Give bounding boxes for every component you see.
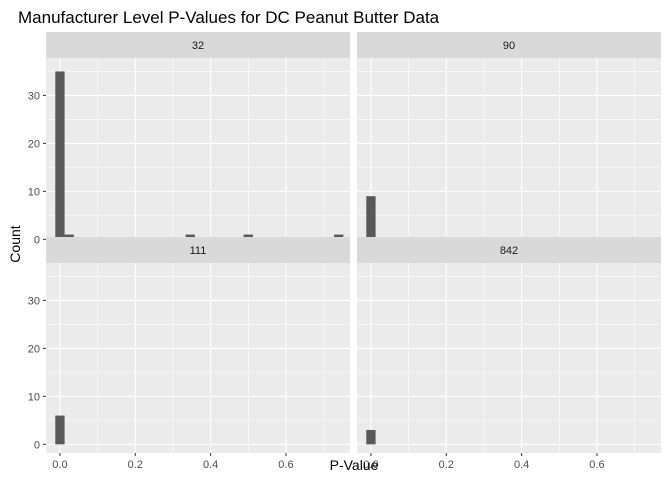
x-tick-label: 0.0 [52,459,67,471]
facet-strip [46,32,350,58]
panel-background [46,58,350,248]
facet-panel-111: 111 0 10 20 30 0.0 0.2 0.4 0.6 [28,237,350,471]
facet-panel-90: 90 [357,32,661,248]
panel-background [46,263,350,453]
facet-strip-label: 32 [192,40,204,52]
x-tick-label: 0.4 [203,459,218,471]
y-tick-label: 0 [34,439,40,451]
histogram-bar [64,234,74,240]
x-tick-label: 0.0 [363,459,378,471]
panel-background [357,263,661,453]
facet-strip-label: 90 [503,40,515,52]
histogram-bar [334,234,344,240]
y-tick-label: 10 [28,186,40,198]
facet-strip [357,32,661,58]
y-axis-title: Count [7,225,23,262]
y-tick-label: 30 [28,90,40,102]
facet-strip [46,237,350,263]
facet-strip [357,237,661,263]
y-tick-label: 0 [34,234,40,246]
facet-panels: 32 0 10 20 30 90 111 0 10 20 30 0.0 0.2 0.4 0.6 842 0.0 0… [28,32,661,471]
x-tick-label: 0.4 [514,459,529,471]
x-tick-label: 0.2 [439,459,454,471]
x-tick-label: 0.6 [278,459,293,471]
histogram-bar [366,196,376,240]
histogram-bar [55,415,65,445]
x-tick-label: 0.2 [128,459,143,471]
facet-panel-842: 842 0.0 0.2 0.4 0.6 [357,237,661,471]
x-axis-title: P-Value [330,457,379,473]
y-tick-label: 20 [28,138,40,150]
histogram-bar [185,234,195,240]
facet-panel-32: 32 0 10 20 30 [28,32,350,248]
y-tick-label: 10 [28,391,40,403]
histogram-bar [366,429,376,445]
histogram-bar [243,234,253,240]
panel-background [357,58,661,248]
y-tick-label: 30 [28,295,40,307]
facet-strip-label: 111 [190,245,207,257]
facet-strip-label: 842 [500,245,518,257]
x-tick-label: 0.6 [589,459,604,471]
y-tick-label: 20 [28,343,40,355]
chart-title: Manufacturer Level P-Values for DC Peanu… [18,8,440,27]
histogram-bar [55,71,65,240]
